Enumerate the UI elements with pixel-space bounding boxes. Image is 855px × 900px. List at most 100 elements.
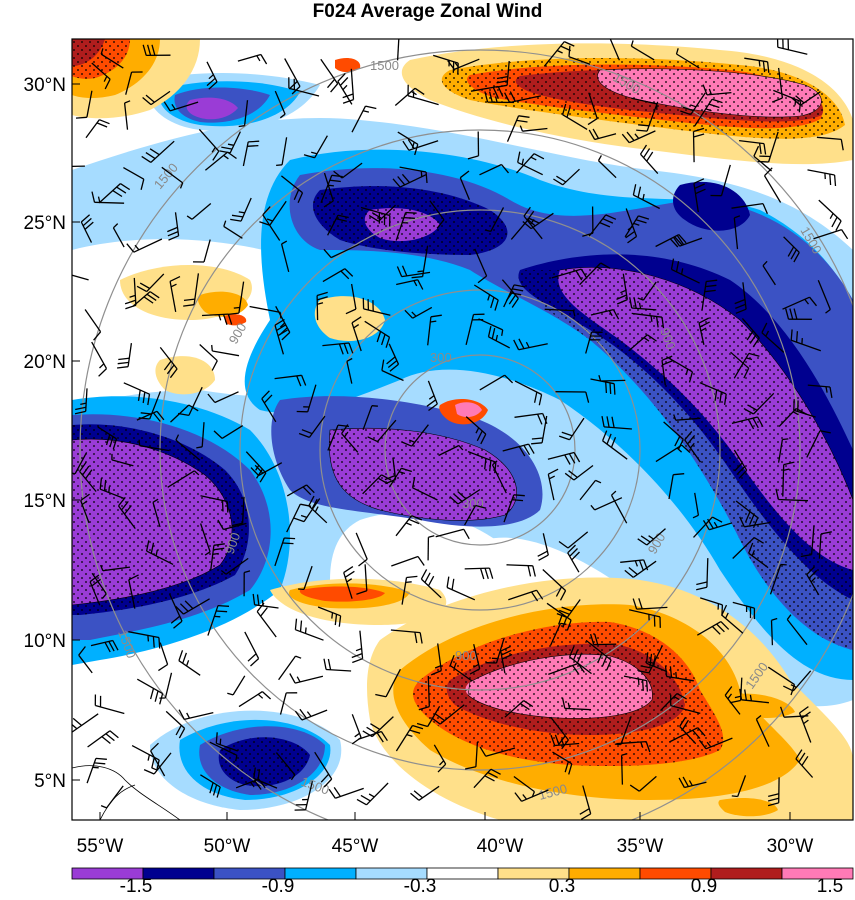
wind-barb-flag: [567, 702, 571, 709]
wind-barb-flag: [762, 260, 768, 267]
wind-barb-flag: [734, 462, 743, 472]
wind-barb-flag: [464, 766, 477, 770]
wind-barb-flag: [323, 658, 327, 670]
wind-barb-flag: [362, 110, 370, 113]
wind-barb-flag: [304, 627, 307, 634]
wind-barb-shaft: [770, 620, 774, 646]
wind-barb-flag: [399, 471, 406, 475]
wind-barb-flag: [572, 649, 579, 661]
wind-barb-flag: [463, 528, 470, 540]
wind-barb-shaft: [763, 175, 782, 203]
wind-barb-flag: [377, 477, 389, 485]
wind-barb-flag: [469, 668, 481, 675]
wind-barb-flag: [396, 266, 403, 277]
wind-barb-flag: [182, 652, 188, 664]
wind-barb-flag: [346, 578, 353, 583]
wind-barb-flag: [492, 87, 499, 98]
wind-barb-flag: [633, 222, 640, 226]
wind-barb-flag: [673, 414, 677, 421]
range-ring: [239, 209, 721, 691]
wind-barb-flag: [329, 179, 341, 183]
wind-barb-flag: [572, 310, 576, 317]
wind-barb-flag: [725, 612, 729, 619]
wind-barb-flag: [330, 83, 339, 93]
wind-barb-flag: [620, 289, 627, 294]
wind-barb-flag: [489, 460, 492, 472]
wind-barb-flag: [376, 732, 384, 743]
wind-barb-flag: [168, 235, 179, 241]
ring-label-300-top: 300: [430, 350, 452, 365]
wind-barb-flag: [758, 143, 762, 155]
wind-barb-flag: [799, 706, 809, 714]
wind-barb-shaft: [341, 162, 363, 179]
wind-barb-flag: [255, 468, 263, 479]
wind-barb-flag: [223, 220, 227, 227]
wind-barb-flag: [97, 196, 101, 203]
wind-barb-shaft: [167, 470, 195, 488]
wind-barb-flag: [217, 519, 224, 530]
wind-barb-shaft: [86, 90, 93, 118]
wind-barb-flag: [257, 693, 264, 699]
wind-barb-flag: [179, 182, 184, 189]
wind-barb-shaft: [777, 67, 784, 99]
wind-barb-flag: [697, 727, 706, 737]
wind-barb-shaft: [175, 439, 201, 461]
wind-barb-flag: [104, 78, 111, 90]
wind-barb-flag: [571, 551, 580, 561]
wind-barb-flag: [211, 344, 213, 352]
wind-barb-flag: [141, 155, 152, 163]
wind-barb-flag: [705, 108, 712, 112]
wind-barb-flag: [209, 782, 214, 794]
wind-barb-flag: [354, 732, 360, 738]
wind-barb-shaft: [123, 102, 129, 130]
wind-barb-flag: [293, 189, 300, 200]
plot-area: 300 300 900 900 900 900 900 1500 1500 15…: [72, 39, 853, 820]
wind-barb-flag: [677, 439, 684, 450]
wind-barb-flag: [735, 308, 747, 314]
wind-barb-flag: [299, 708, 308, 719]
wind-barb-flag: [789, 308, 794, 320]
wind-barb-flag: [339, 77, 349, 87]
lon-label-30w: 30°W: [767, 836, 814, 857]
wind-barb-flag: [716, 623, 725, 633]
wind-barb-flag: [328, 788, 336, 799]
wind-barb-flag: [749, 694, 753, 702]
wind-barb-flag: [621, 133, 630, 144]
wind-barb-flag: [147, 635, 150, 642]
wind-barb-flag: [488, 91, 493, 103]
wind-barb-flag: [795, 749, 803, 760]
wind-barb-flag: [204, 551, 211, 556]
wind-barb-flag: [227, 692, 234, 696]
wind-barb-shaft: [522, 127, 548, 132]
wind-barb-flag: [82, 217, 92, 227]
wind-barb-flag: [692, 514, 699, 519]
wind-barb-flag: [536, 589, 544, 600]
wind-barb-flag: [597, 155, 602, 161]
wind-barb-flag: [746, 330, 754, 341]
range-ring: [159, 129, 801, 771]
wind-barb-flag: [89, 574, 100, 583]
wind-barb-flag: [674, 236, 683, 246]
wind-barb-flag: [753, 537, 764, 544]
wind-barb-flag: [695, 188, 706, 195]
wind-barb-flag: [795, 95, 805, 104]
wind-barb-flag: [142, 44, 147, 56]
wind-barb-flag: [724, 686, 733, 696]
wind-barb-flag: [427, 575, 435, 587]
wind-barb-flag: [714, 389, 718, 401]
wind-barb-flag: [509, 91, 516, 102]
wind-barb-flag: [762, 203, 768, 214]
wind-barb-flag: [616, 294, 627, 300]
lat-label-25n: 25°N: [24, 213, 66, 234]
wind-barb-flag: [801, 711, 811, 719]
wind-barb-flag: [743, 367, 750, 379]
wind-barb-shaft: [762, 265, 776, 286]
wind-barb-flag: [410, 792, 420, 801]
wind-barb-flag: [331, 174, 343, 178]
wind-barb-flag: [371, 212, 382, 219]
wind-barb-shaft: [594, 497, 623, 511]
wind-barb-flag: [371, 405, 378, 407]
wind-barb-flag: [256, 594, 260, 606]
wind-barb-flag: [614, 743, 621, 746]
